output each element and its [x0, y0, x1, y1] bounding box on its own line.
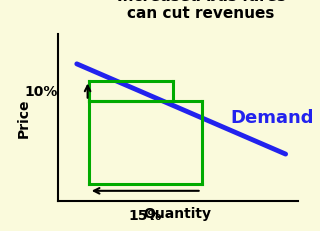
Text: Increased bus fares
can cut revenues: Increased bus fares can cut revenues [116, 0, 285, 21]
Text: 15%: 15% [128, 208, 162, 222]
Text: 10%: 10% [24, 84, 58, 98]
Text: Price: Price [17, 98, 31, 137]
X-axis label: Quantity: Quantity [144, 207, 212, 220]
Text: Demand: Demand [230, 109, 314, 127]
